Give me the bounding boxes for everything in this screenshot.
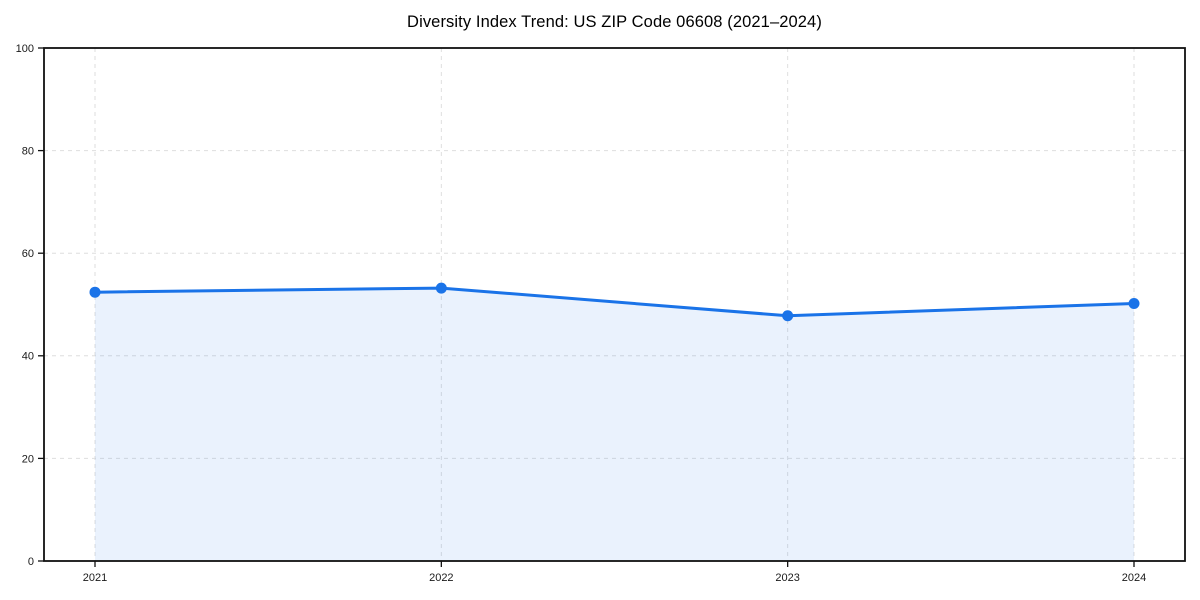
area-fill-shape	[95, 288, 1134, 561]
trend-line	[93, 286, 1136, 318]
data-point-marker	[435, 282, 447, 294]
chart-title: Diversity Index Trend: US ZIP Code 06608…	[407, 13, 822, 31]
plot-frame	[43, 47, 1186, 562]
y-tick-label: 80	[22, 145, 34, 157]
y-tick-label: 0	[28, 556, 34, 568]
area-fill	[95, 288, 1134, 561]
y-tick-label: 100	[16, 43, 34, 55]
data-point-markers	[89, 282, 1140, 322]
x-tick-label: 2021	[83, 572, 107, 584]
plot-frame-rect	[43, 47, 1186, 562]
trend-line-path	[93, 286, 1136, 318]
data-point-marker	[1128, 297, 1140, 309]
x-tick-label: 2024	[1122, 572, 1146, 584]
y-tick-label: 60	[22, 248, 34, 260]
y-tick-label: 20	[22, 453, 34, 465]
axis-tick-labels: 0 20 40 60 80 100 2021 2022 2023 2024	[16, 43, 1147, 584]
x-tick-label: 2022	[429, 572, 453, 584]
data-point-marker	[89, 286, 101, 298]
data-point-marker	[782, 310, 794, 322]
x-tick-label: 2023	[775, 572, 799, 584]
y-tick-label: 40	[22, 351, 34, 363]
axis-ticks	[38, 47, 1135, 567]
